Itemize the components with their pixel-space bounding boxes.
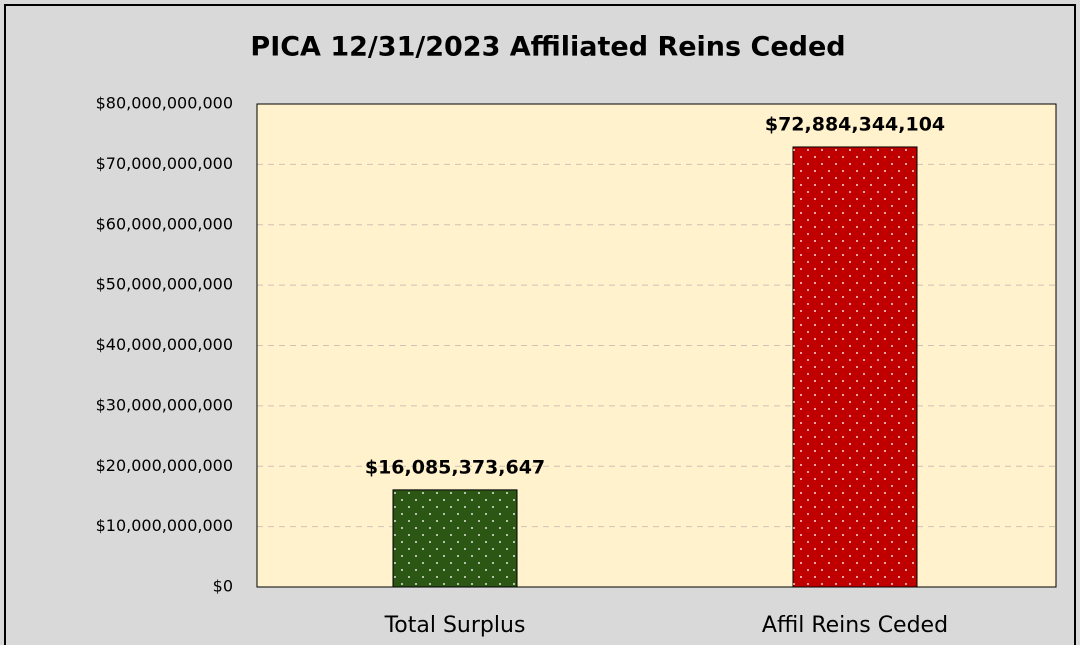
x-tick-label: Affil Reins Ceded [762,613,948,638]
plot-content [257,146,1056,588]
value-label: $16,085,373,647 [365,456,545,478]
y-tick-label: $30,000,000,000 [96,395,233,414]
y-tick-label: $80,000,000,000 [96,94,233,113]
y-tick-label: $10,000,000,000 [96,516,233,535]
y-tick-label: $40,000,000,000 [96,335,233,354]
y-tick-label: $50,000,000,000 [96,275,233,294]
bar-pattern [793,146,917,588]
y-tick-label: $0 [213,577,233,596]
y-tick-label: $60,000,000,000 [96,214,233,233]
chart-frame [4,4,1076,645]
plot-border [256,103,1057,588]
bar-pattern [393,489,517,587]
y-tick-label: $70,000,000,000 [96,154,233,173]
x-tick-label: Total Surplus [384,613,526,638]
y-tick-label: $20,000,000,000 [96,456,233,475]
chart-title: PICA 12/31/2023 Affiliated Reins Ceded [250,32,845,63]
value-label: $72,884,344,104 [765,113,945,135]
